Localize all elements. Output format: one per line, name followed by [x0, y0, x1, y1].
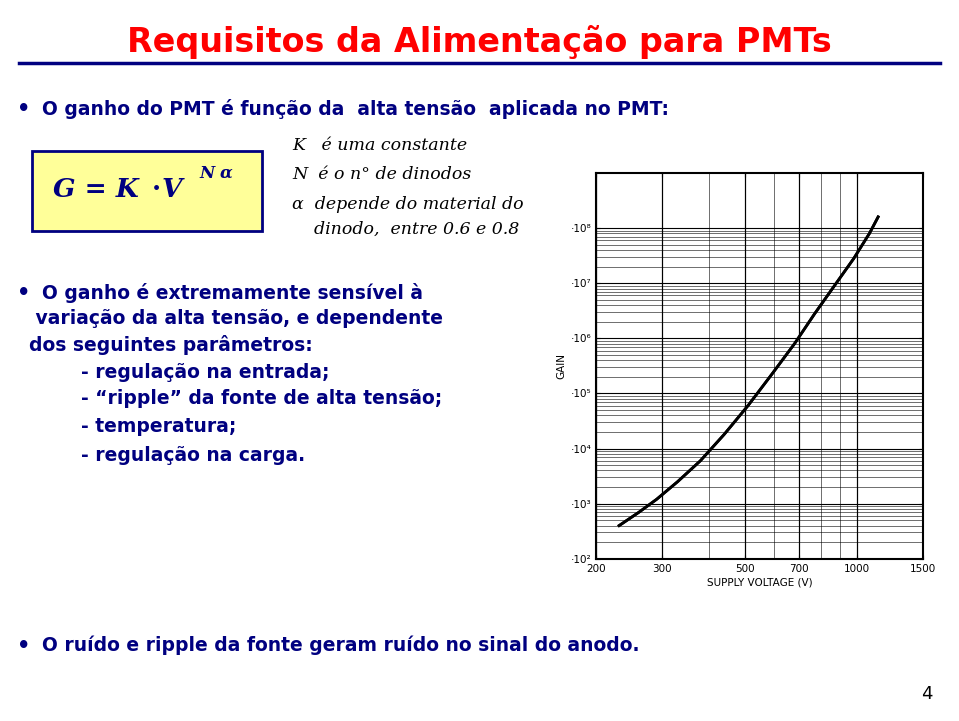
Text: α  depende do material do: α depende do material do	[292, 196, 525, 213]
X-axis label: SUPPLY VOLTAGE (V): SUPPLY VOLTAGE (V)	[707, 578, 812, 588]
Text: ·: ·	[152, 177, 161, 202]
Text: dinodo,  entre 0.6 e 0.8: dinodo, entre 0.6 e 0.8	[292, 221, 520, 238]
Text: dos seguintes parâmetros:: dos seguintes parâmetros:	[29, 335, 313, 355]
Text: - regulação na entrada;: - regulação na entrada;	[29, 363, 329, 381]
Text: - regulação na carga.: - regulação na carga.	[29, 446, 305, 464]
FancyBboxPatch shape	[32, 151, 262, 231]
Text: V: V	[161, 177, 181, 202]
Text: variação da alta tensão, e dependente: variação da alta tensão, e dependente	[29, 309, 443, 327]
Text: N α: N α	[199, 164, 233, 182]
Text: G = K: G = K	[53, 177, 138, 202]
Text: •: •	[17, 99, 31, 120]
Text: O ruído e ripple da fonte geram ruído no sinal do anodo.: O ruído e ripple da fonte geram ruído no…	[42, 636, 640, 655]
Text: N  é o n° de dinodos: N é o n° de dinodos	[292, 166, 472, 183]
Text: •: •	[17, 636, 31, 656]
Y-axis label: GAIN: GAIN	[557, 353, 567, 379]
Text: O ganho do PMT é função da  alta tensão  aplicada no PMT:: O ganho do PMT é função da alta tensão a…	[42, 99, 669, 120]
Text: - “ripple” da fonte de alta tensão;: - “ripple” da fonte de alta tensão;	[29, 389, 442, 408]
Text: K   é uma constante: K é uma constante	[292, 137, 468, 154]
Text: •: •	[17, 283, 31, 303]
Text: - temperatura;: - temperatura;	[29, 417, 236, 435]
Text: 4: 4	[921, 685, 932, 703]
Text: Requisitos da Alimentação para PMTs: Requisitos da Alimentação para PMTs	[128, 25, 831, 59]
Text: O ganho é extremamente sensível à: O ganho é extremamente sensível à	[42, 283, 423, 303]
